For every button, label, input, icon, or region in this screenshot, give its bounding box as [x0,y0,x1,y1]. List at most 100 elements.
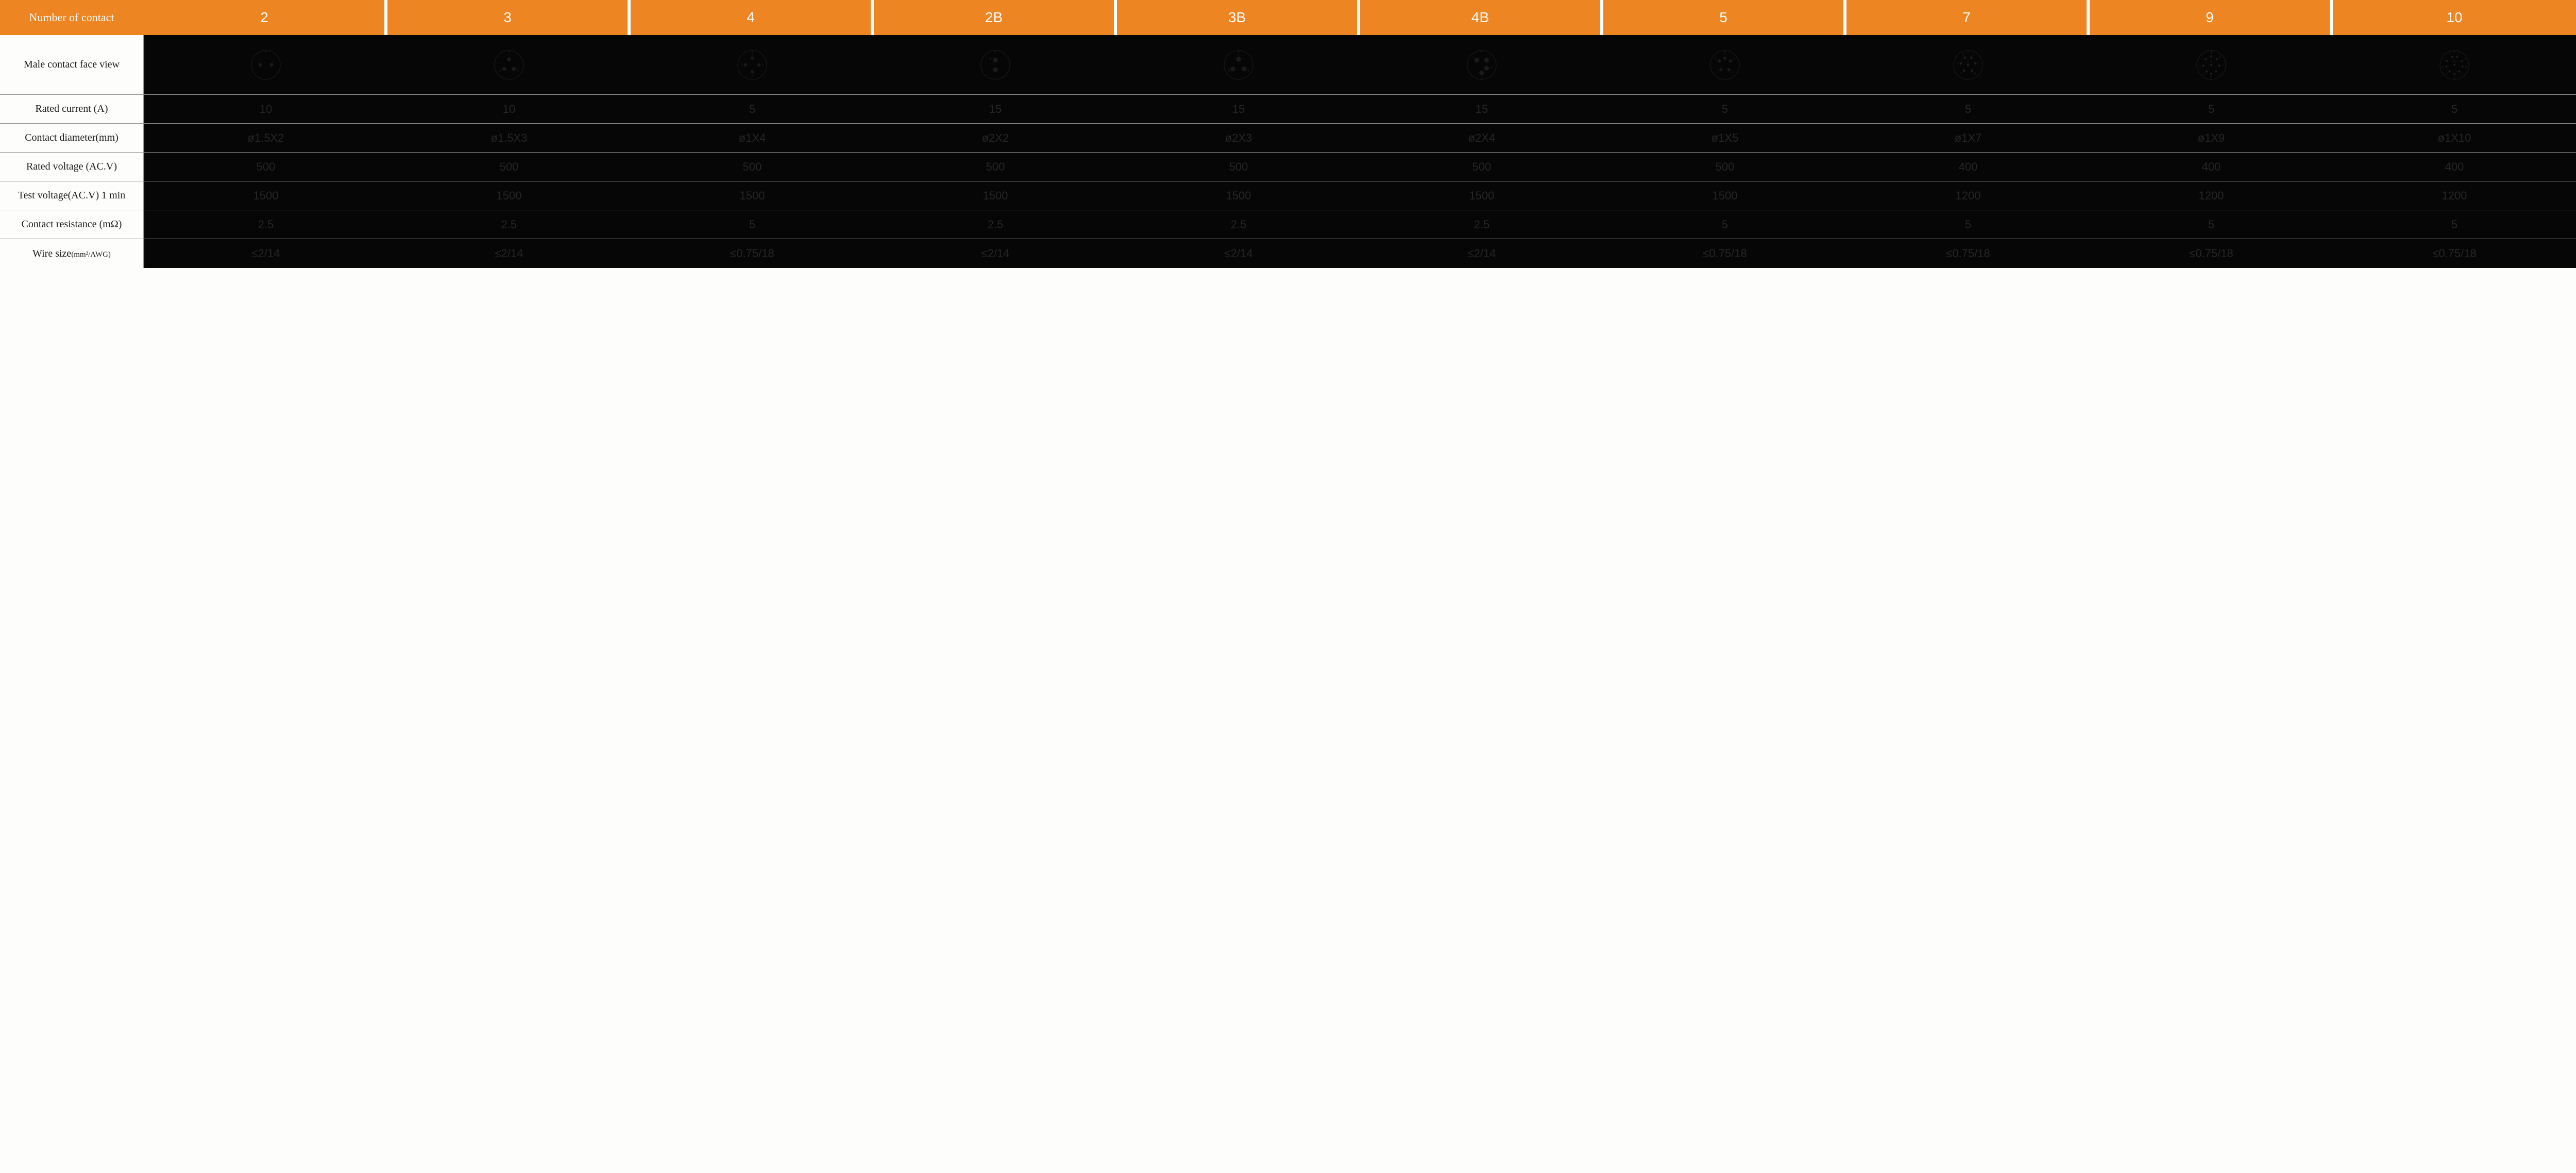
svg-text:1: 1 [508,54,510,57]
connector-face-view: 12345678910 [2333,35,2576,95]
cell-current: 10 [387,95,631,124]
svg-text:2: 2 [1962,53,1964,56]
cell-tvolt: 1500 [1117,181,1360,210]
svg-text:9: 9 [2464,57,2466,61]
row-label-current: Rated current (A) [0,95,144,124]
connector-spec-table: Number of contact2342B3B4B57910Male cont… [0,0,2576,268]
svg-text:4: 4 [761,63,764,66]
header-value: 3B [1117,0,1360,35]
row-label-tvolt: Test voltage(AC.V) 1 min [0,181,144,210]
svg-text:1: 1 [1972,53,1974,56]
svg-text:2: 2 [1489,55,1491,59]
cell-current: 15 [1360,95,1603,124]
cell-current: 15 [1117,95,1360,124]
cell-current: 15 [874,95,1117,124]
connector-face-view: 21 [144,35,387,95]
svg-text:6: 6 [1967,60,1969,63]
cell-rvolt: 400 [2090,153,2333,181]
connector-face-view: 1 2 3 [387,35,631,95]
cell-diam: ø1X5 [1603,124,1846,153]
connector-face-view: 12 [874,35,1117,95]
connector-face-view: 2137645 [1846,35,2090,95]
cell-diam: ø1.5X3 [387,124,631,153]
cell-diam: ø1X7 [1846,124,2090,153]
cell-tvolt: 1500 [1360,181,1603,210]
svg-text:2: 2 [1228,69,1230,72]
svg-text:1: 1 [1238,53,1240,57]
svg-text:8: 8 [2465,65,2467,69]
cell-diam: ø2X4 [1360,124,1603,153]
cell-diam: ø2X3 [1117,124,1360,153]
cell-wire: ≤0.75/18 [631,239,874,268]
svg-text:3: 3 [1481,76,1483,79]
svg-text:5: 5 [2210,76,2212,79]
cell-diam: ø1X9 [2090,124,2333,153]
cell-rvolt: 500 [1117,153,1360,181]
svg-text:3: 3 [751,74,753,78]
svg-text:2: 2 [258,59,260,63]
cell-wire: ≤0.75/18 [1603,239,1846,268]
svg-text:1: 1 [1715,57,1717,60]
cell-wire: ≤0.75/18 [2333,239,2576,268]
svg-text:7: 7 [1978,61,1980,65]
cell-current: 5 [2333,95,2576,124]
svg-text:3: 3 [2443,57,2445,61]
svg-text:1: 1 [751,53,753,56]
cell-tvolt: 1500 [387,181,631,210]
cell-rvolt: 500 [874,153,1117,181]
cell-diam: ø1.5X2 [144,124,387,153]
cell-tvolt: 1500 [1603,181,1846,210]
svg-text:2: 2 [499,69,501,72]
cell-rvolt: 500 [1360,153,1603,181]
cell-rvolt: 400 [2333,153,2576,181]
connector-face-view: 1 2 3 [1117,35,1360,95]
svg-text:2: 2 [2201,55,2204,59]
connector-face-view: 1243 [631,35,874,95]
header-value: 3 [387,0,631,35]
svg-text:5: 5 [2446,72,2448,76]
cell-wire: ≤2/14 [387,239,631,268]
header-value: 7 [1846,0,2090,35]
svg-text:6: 6 [2453,76,2455,79]
header-label: Number of contact [0,0,144,35]
cell-current: 5 [2090,95,2333,124]
header-value: 5 [1603,0,1846,35]
connector-face-view: 128397465 [2090,35,2333,95]
cell-rvolt: 500 [631,153,874,181]
svg-text:7: 7 [2222,64,2224,68]
svg-text:2: 2 [1724,52,1726,56]
header-value: 2 [144,0,387,35]
svg-text:4: 4 [2202,73,2205,76]
svg-text:5: 5 [1974,72,1976,76]
svg-text:3: 3 [517,69,519,72]
cell-cres: 2.5 [1117,210,1360,239]
svg-text:1: 1 [990,57,992,61]
cell-cres: 5 [2090,210,2333,239]
svg-text:3: 3 [1247,69,1249,72]
row-label-wire: Wire size(mm²/AWG) [0,239,144,268]
cell-cres: 2.5 [874,210,1117,239]
cell-diam: ø1X10 [2333,124,2576,153]
svg-text:1: 1 [1472,55,1475,59]
cell-cres: 2.5 [144,210,387,239]
svg-text:8: 8 [2219,55,2221,59]
cell-cres: 2.5 [1360,210,1603,239]
cell-cres: 5 [1603,210,1846,239]
cell-diam: ø2X2 [874,124,1117,153]
svg-text:5: 5 [1734,57,1736,61]
row-label-face: Male contact face view [0,35,144,95]
cell-rvolt: 500 [387,153,631,181]
header-value: 4 [631,0,874,35]
svg-text:4: 4 [1960,72,1962,76]
cell-cres: 2.5 [387,210,631,239]
svg-text:4: 4 [2442,65,2444,69]
cell-wire: ≤2/14 [144,239,387,268]
cell-tvolt: 1200 [1846,181,2090,210]
cell-wire: ≤0.75/18 [1846,239,2090,268]
header-value: 2B [874,0,1117,35]
cell-rvolt: 500 [144,153,387,181]
cell-cres: 5 [2333,210,2576,239]
header-value: 10 [2333,0,2576,35]
svg-text:3: 3 [1716,70,1718,74]
cell-wire: ≤2/14 [874,239,1117,268]
